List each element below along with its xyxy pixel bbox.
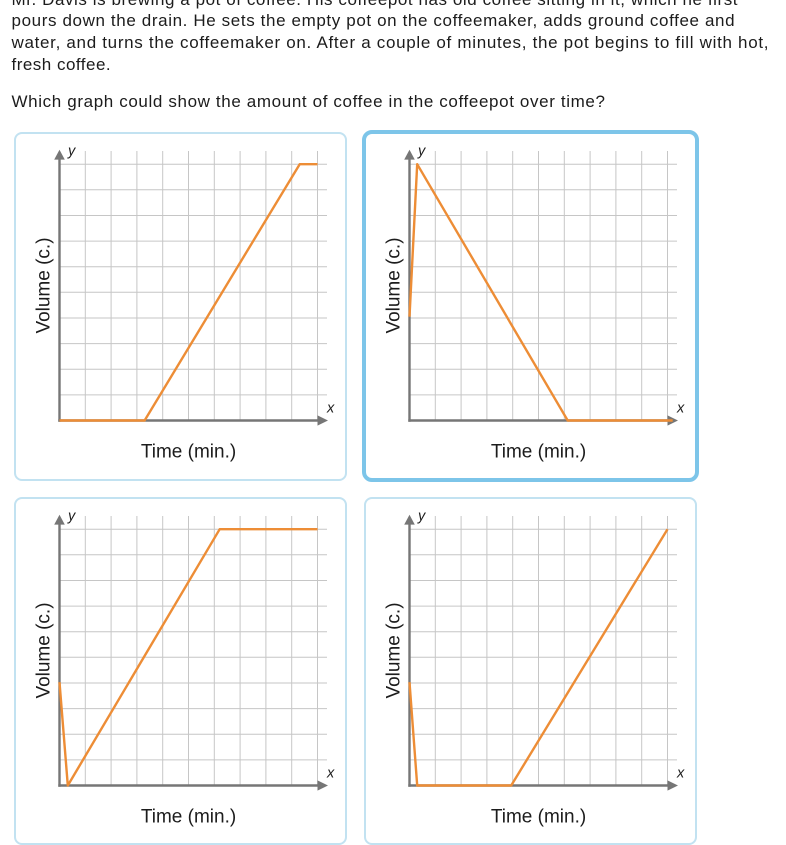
svg-text:Volume (c.): Volume (c.) [34,602,55,698]
svg-text:x: x [676,766,685,782]
svg-text:x: x [676,401,685,417]
svg-text:y: y [417,144,426,160]
svg-text:Time (min.): Time (min.) [141,442,236,463]
svg-text:Volume (c.): Volume (c.) [384,237,405,333]
svg-text:Time (min.): Time (min.) [491,442,586,463]
svg-text:Volume (c.): Volume (c.) [384,602,405,698]
svg-text:Time (min.): Time (min.) [141,807,236,828]
svg-text:x: x [326,766,335,782]
svg-text:y: y [417,509,426,525]
svg-text:Time (min.): Time (min.) [491,807,586,828]
svg-text:Volume (c.): Volume (c.) [34,237,55,333]
svg-text:y: y [67,144,76,160]
svg-text:y: y [67,509,76,525]
svg-text:x: x [326,401,335,417]
